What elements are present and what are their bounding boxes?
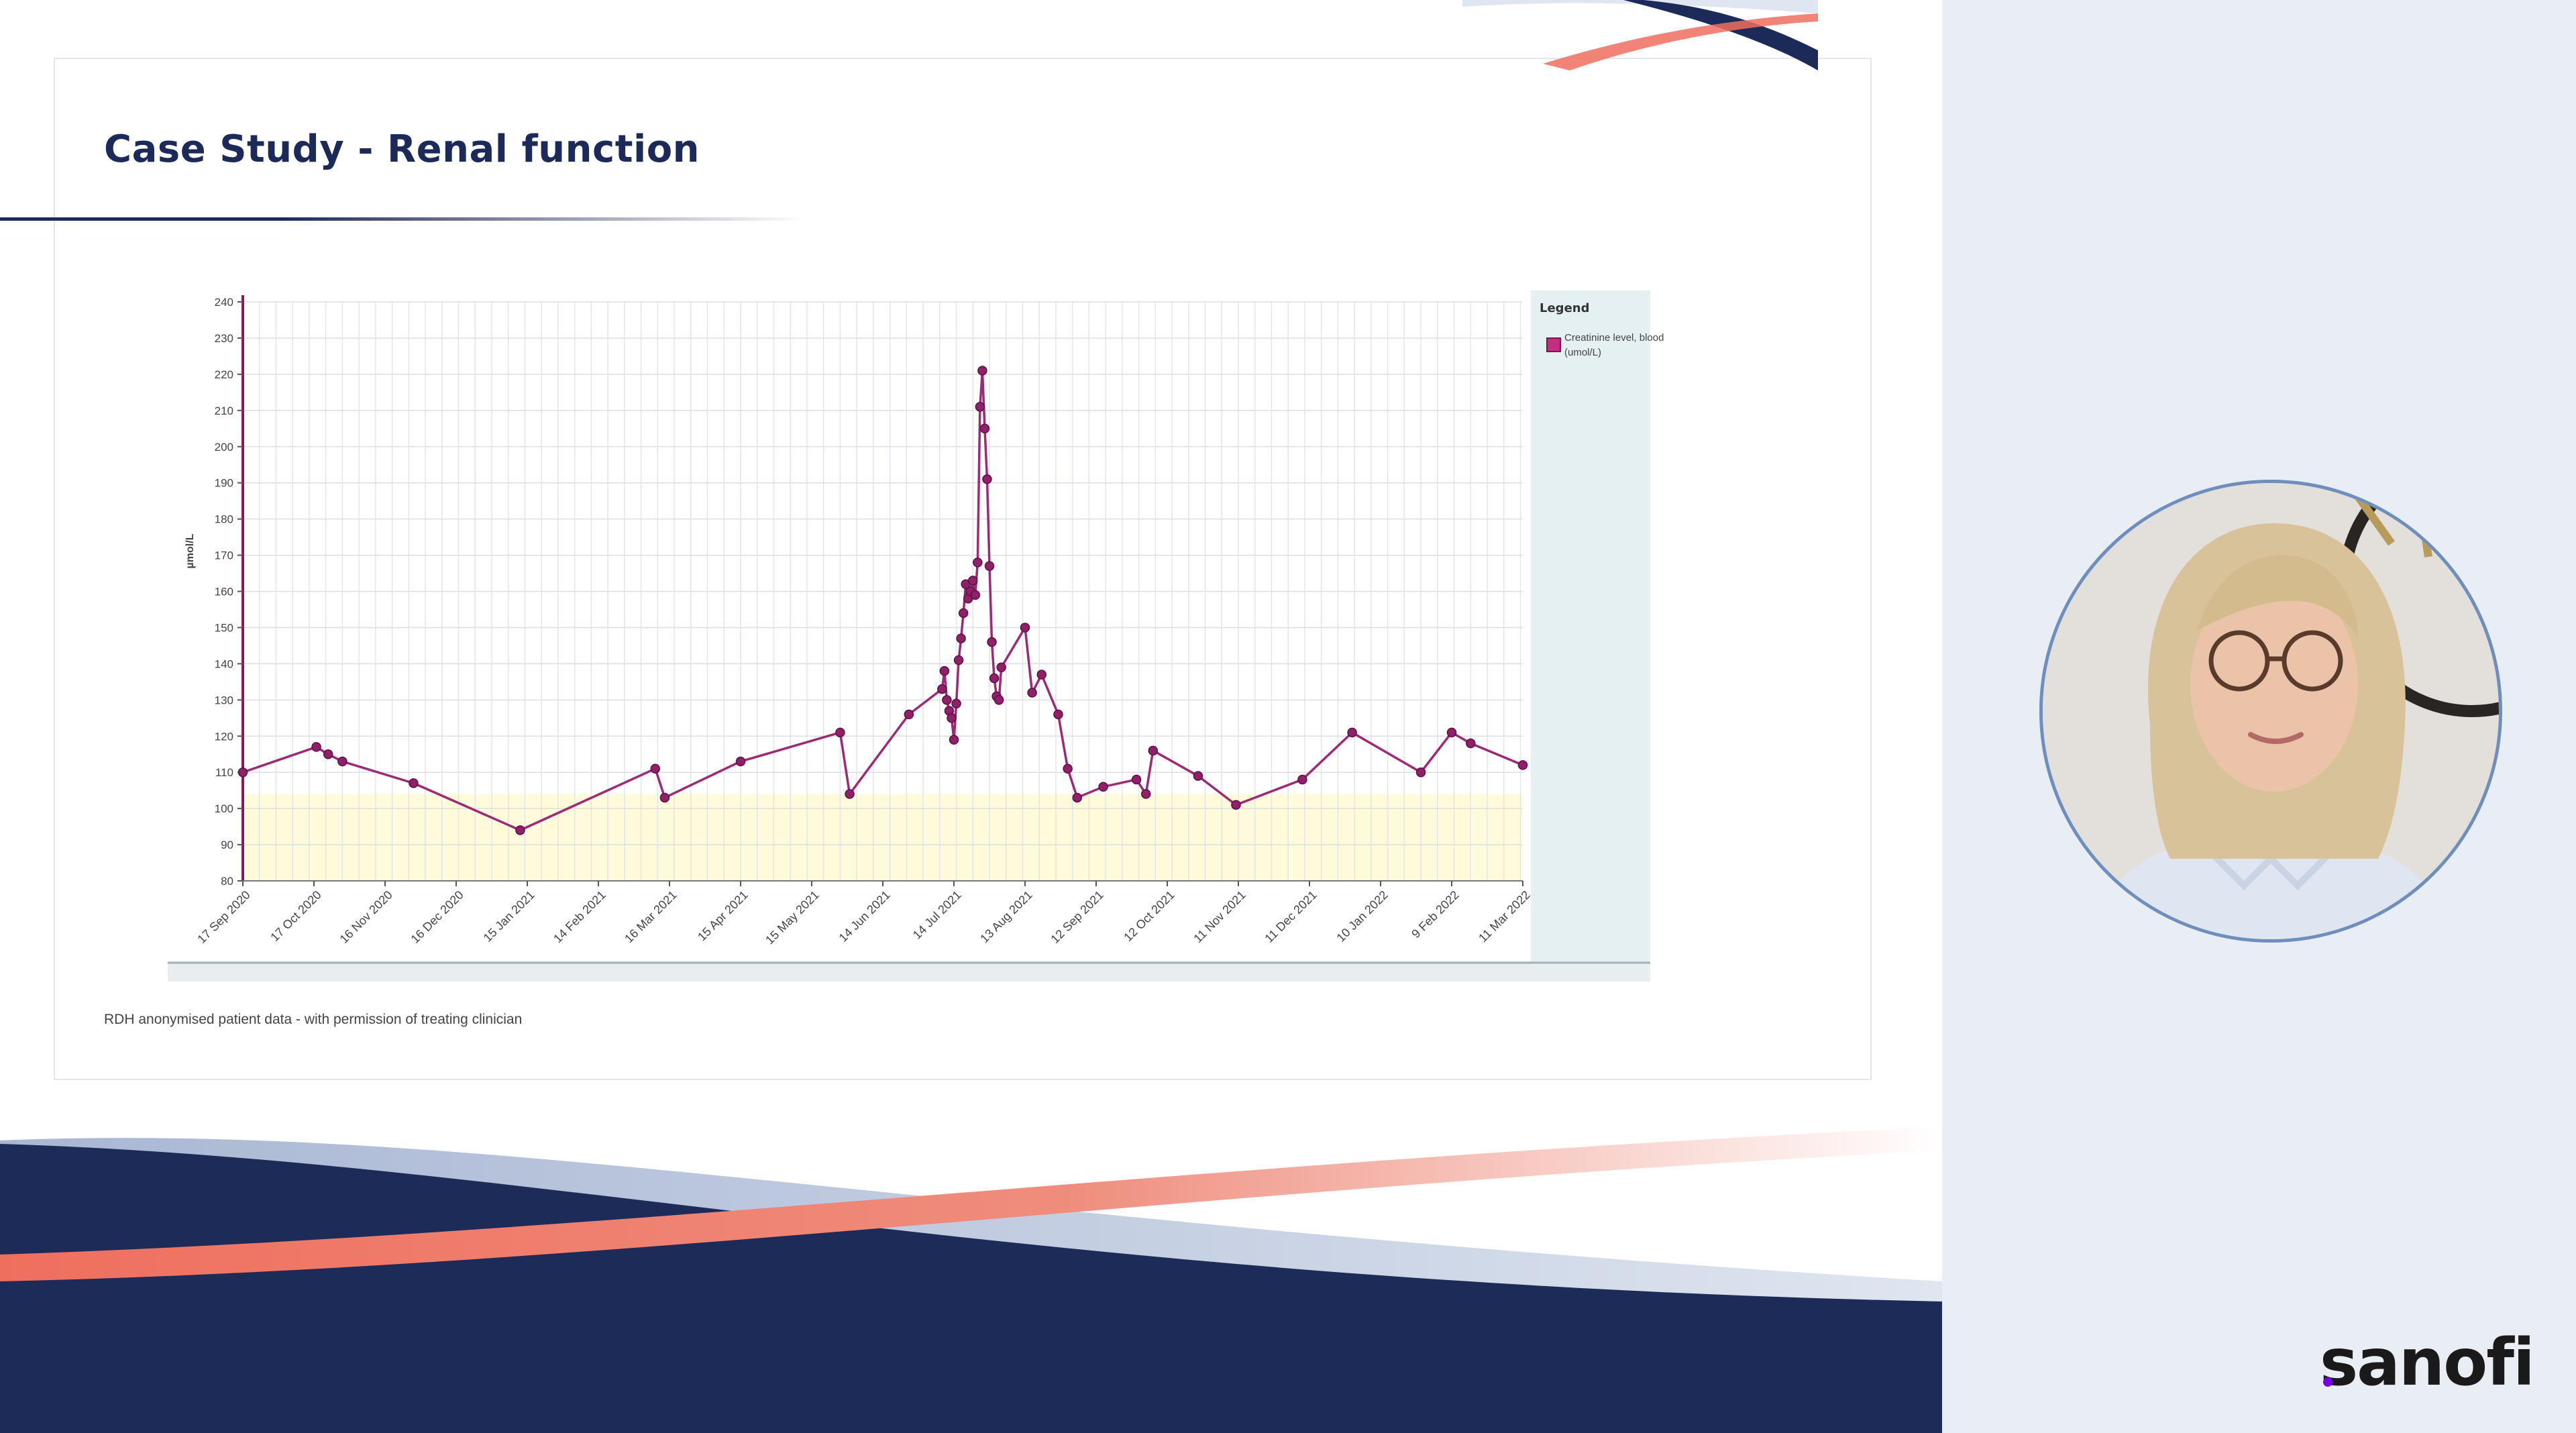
- data-point: [835, 727, 845, 738]
- data-point: [1517, 760, 1528, 770]
- y-tick-label: 90: [221, 839, 233, 851]
- chart-svg: 80 90 100 110 120 130 140 150 160 170 180 190 200 210…: [168, 290, 1650, 981]
- data-point: [1466, 738, 1476, 749]
- data-point: [1415, 767, 1426, 778]
- data-point: [1072, 792, 1082, 803]
- data-point: [970, 590, 981, 600]
- data-point: [994, 695, 1004, 705]
- bottom-wave-graphic: [0, 1127, 1942, 1433]
- data-point: [1193, 771, 1203, 781]
- slide-title: Case Study - Renal function: [104, 127, 700, 171]
- y-tick-label: 100: [215, 802, 233, 815]
- data-point: [1053, 709, 1063, 720]
- data-point: [1347, 727, 1357, 738]
- legend-panel: [1531, 290, 1650, 961]
- chart-scrollbar-track: [168, 961, 1650, 981]
- data-point: [968, 576, 978, 586]
- slide-footnote: RDH anonymised patient data - with permi…: [104, 1012, 523, 1027]
- legend-label: Creatinine level, blood (umol/L): [1564, 332, 1664, 358]
- data-point: [650, 763, 661, 774]
- data-point: [1131, 774, 1142, 785]
- title-rule: [0, 217, 805, 221]
- slide-area: Case Study - Renal function 80 90 100 110 12…: [0, 0, 1942, 1433]
- data-point: [1231, 800, 1241, 810]
- data-point: [953, 655, 964, 666]
- y-tick-label: 110: [215, 766, 233, 779]
- data-point: [984, 561, 995, 571]
- data-point: [735, 756, 746, 767]
- data-point: [1098, 782, 1108, 792]
- data-point: [956, 633, 966, 643]
- data-point: [942, 695, 952, 705]
- y-tick-label: 230: [215, 332, 233, 345]
- data-point: [659, 792, 670, 803]
- data-point: [515, 825, 525, 835]
- presenter-video: [2039, 480, 2502, 943]
- data-point: [845, 789, 855, 799]
- data-point: [1148, 745, 1159, 756]
- y-tick-label: 160: [215, 586, 233, 598]
- data-point: [1297, 774, 1307, 785]
- data-point: [949, 735, 959, 745]
- data-point: [1446, 727, 1457, 738]
- y-axis-label: µmol/L: [184, 533, 196, 568]
- logo-dot: [2323, 1377, 2332, 1387]
- y-tick-label: 200: [215, 441, 233, 454]
- data-point: [1036, 670, 1046, 680]
- data-point: [975, 402, 985, 412]
- y-tick-label: 80: [221, 875, 233, 888]
- data-point: [237, 767, 248, 778]
- data-point: [323, 749, 333, 759]
- data-point: [937, 684, 947, 694]
- data-point: [939, 666, 950, 676]
- y-tick-label: 180: [215, 513, 233, 526]
- y-tick-label: 140: [215, 657, 233, 670]
- data-point: [904, 709, 914, 720]
- data-point: [989, 673, 1000, 684]
- top-corner-swoosh: [1462, 0, 1818, 70]
- data-point: [996, 662, 1006, 673]
- legend-swatch: [1546, 337, 1561, 352]
- y-tick-label: 150: [215, 621, 233, 634]
- data-point: [1063, 763, 1073, 774]
- data-point: [1020, 623, 1030, 633]
- data-point: [973, 558, 983, 568]
- y-tick-label: 240: [215, 296, 233, 309]
- presenter-illustration: [2043, 483, 2499, 939]
- data-point: [987, 637, 997, 647]
- chart: 80 90 100 110 120 130 140 150 160 170 180 190 200 210…: [114, 231, 1664, 990]
- data-point: [1027, 688, 1037, 698]
- sanofi-logo: sanofi: [2320, 1325, 2535, 1400]
- data-point: [977, 366, 987, 376]
- y-tick-label: 210: [215, 405, 233, 417]
- data-point: [409, 778, 419, 788]
- data-point: [337, 756, 347, 767]
- data-point: [947, 713, 957, 723]
- legend-title: Legend: [1540, 301, 1590, 315]
- data-point: [958, 608, 969, 619]
- y-tick-label: 190: [215, 477, 233, 490]
- y-tick-label: 220: [215, 368, 233, 381]
- y-tick-label: 130: [215, 694, 233, 706]
- normal-range-band: [243, 794, 1523, 881]
- y-tick-label: 170: [215, 549, 233, 562]
- y-tick-label: 120: [215, 730, 233, 743]
- data-point: [982, 474, 992, 484]
- data-point: [1140, 789, 1151, 799]
- data-point: [311, 742, 321, 752]
- data-point: [951, 698, 961, 708]
- data-point: [979, 423, 990, 434]
